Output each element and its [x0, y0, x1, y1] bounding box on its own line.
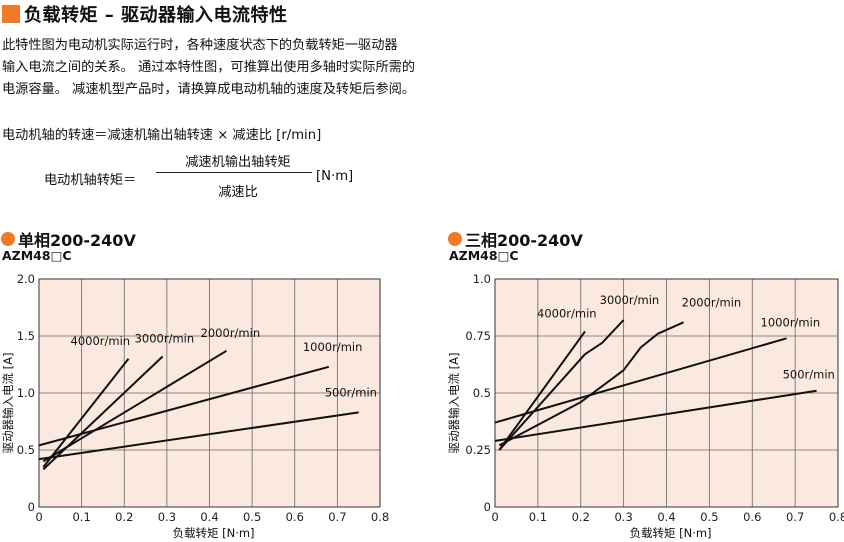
y-axis-label: 驱动器输入电流 [A] [1, 353, 15, 454]
x-tick-label: 0.1 [72, 510, 90, 524]
x-tick-label: 0.2 [572, 510, 590, 524]
y-tick-label: 0.75 [465, 329, 491, 343]
chart-heading-three-phase: 三相200-240V [448, 227, 583, 251]
speed-formula: 电动机轴的转速＝减速机输出轴转速 × 减速比 [r/min] [2, 128, 322, 143]
x-axis-label: 负载转矩 [N·m] [629, 526, 711, 540]
chart-model: AZM48□C [2, 248, 72, 263]
y-tick-label: 2.0 [17, 272, 35, 286]
x-tick-label: 0.4 [200, 510, 218, 524]
bullet-dot-icon [1, 232, 15, 246]
x-tick-label: 0.7 [328, 510, 346, 524]
x-tick-label: 0.5 [243, 510, 261, 524]
intro-line: 电源容量。 减速机型产品时，请换算成电动机轴的速度及转矩后参阅。 [2, 82, 416, 97]
torque-formula-unit: [N·m] [316, 169, 354, 184]
series-label: 1000r/min [761, 315, 821, 329]
y-tick-label: 1.5 [17, 329, 35, 343]
x-axis-label: 负载转矩 [N·m] [172, 526, 254, 540]
x-tick-label: 0.4 [657, 510, 675, 524]
x-tick-label: 0.6 [743, 510, 761, 524]
series-line-3000r-min [42, 355, 164, 471]
torque-formula-numerator: 减速机输出轴转矩 [185, 155, 291, 170]
series-line-500r-min [494, 389, 817, 442]
chart-single-phase: 0 0.1 0.2 0.3 0.4 0.5 0.6 0.7 0.8 0 0.5 1.0 1.5 2.0 40… [1, 272, 389, 540]
chart-three-phase: 0 0.1 0.2 0.3 0.4 0.5 0.6 0.7 0.8 0 0.25 0.5 0.75 1.0… [447, 272, 844, 540]
torque-formula-lhs: 电动机轴转矩＝ [44, 173, 137, 188]
series-line-3000r-min [498, 319, 625, 451]
chart-heading-single-phase: 单相200-240V [1, 227, 136, 251]
y-tick-label: 0.5 [17, 443, 35, 457]
intro-line: 此特性图为电动机实际运行时，各种速度状态下的负载转矩一驱动器 [2, 38, 398, 53]
torque-formula-denominator: 减速比 [218, 185, 258, 200]
title-bar: 负载转矩 – 驱动器输入电流特性 [2, 2, 288, 26]
x-tick-label: 0.5 [700, 510, 718, 524]
series-line-500r-min [38, 411, 359, 461]
y-tick-label: 0 [484, 500, 491, 514]
series-line-1000r-min [494, 337, 787, 424]
x-tick-label: 0.3 [614, 510, 632, 524]
x-tick-label: 0.6 [286, 510, 304, 524]
series-label: 3000r/min [600, 293, 660, 307]
series-label: 4000r/min [537, 306, 597, 320]
series-label: 3000r/min [135, 332, 195, 346]
x-tick-label: 0.8 [829, 510, 844, 524]
chart-heading-text: 单相200-240V [18, 231, 136, 250]
page-title: 负载转矩 – 驱动器输入电流特性 [24, 5, 288, 26]
series-label: 4000r/min [71, 334, 131, 348]
series-label: 1000r/min [303, 340, 363, 354]
series-line-2000r-min [498, 321, 685, 447]
y-tick-label: 0 [28, 500, 35, 514]
plot-frame [494, 278, 839, 508]
y-tick-label: 0.5 [473, 386, 491, 400]
y-axis-label: 驱动器输入电流 [A] [447, 353, 461, 454]
x-tick-label: 0.8 [371, 510, 389, 524]
series-label: 2000r/min [201, 326, 261, 340]
series-label: 500r/min [783, 368, 835, 382]
x-tick-label: 0.3 [158, 510, 176, 524]
series-line-4000r-min [42, 358, 130, 468]
x-tick-label: 0.2 [115, 510, 133, 524]
series-line-4000r-min [498, 330, 586, 451]
plot-frame [38, 278, 381, 508]
x-tick-label: 0 [35, 510, 42, 524]
y-tick-label: 1.0 [473, 272, 491, 286]
title-square-icon [2, 5, 20, 23]
chart-heading-text: 三相200-240V [465, 231, 583, 250]
x-tick-label: 0.1 [529, 510, 547, 524]
x-tick-label: 0 [491, 510, 498, 524]
y-tick-label: 1.0 [17, 386, 35, 400]
intro-paragraph: 此特性图为电动机实际运行时，各种速度状态下的负载转矩一驱动器 输入电流之间的关系… [2, 35, 415, 101]
fraction-bar [156, 172, 312, 173]
series-label: 2000r/min [682, 295, 742, 309]
y-tick-label: 0.25 [465, 443, 491, 457]
series-line-1000r-min [38, 365, 330, 447]
bullet-dot-icon [448, 232, 462, 246]
x-tick-label: 0.7 [786, 510, 804, 524]
series-line-2000r-min [42, 349, 228, 463]
chart-model: AZM48□C [449, 248, 519, 263]
intro-line: 输入电流之间的关系。 通过本特性图，可推算出使用多轴时实际所需的 [2, 60, 416, 75]
series-label: 500r/min [325, 385, 377, 399]
